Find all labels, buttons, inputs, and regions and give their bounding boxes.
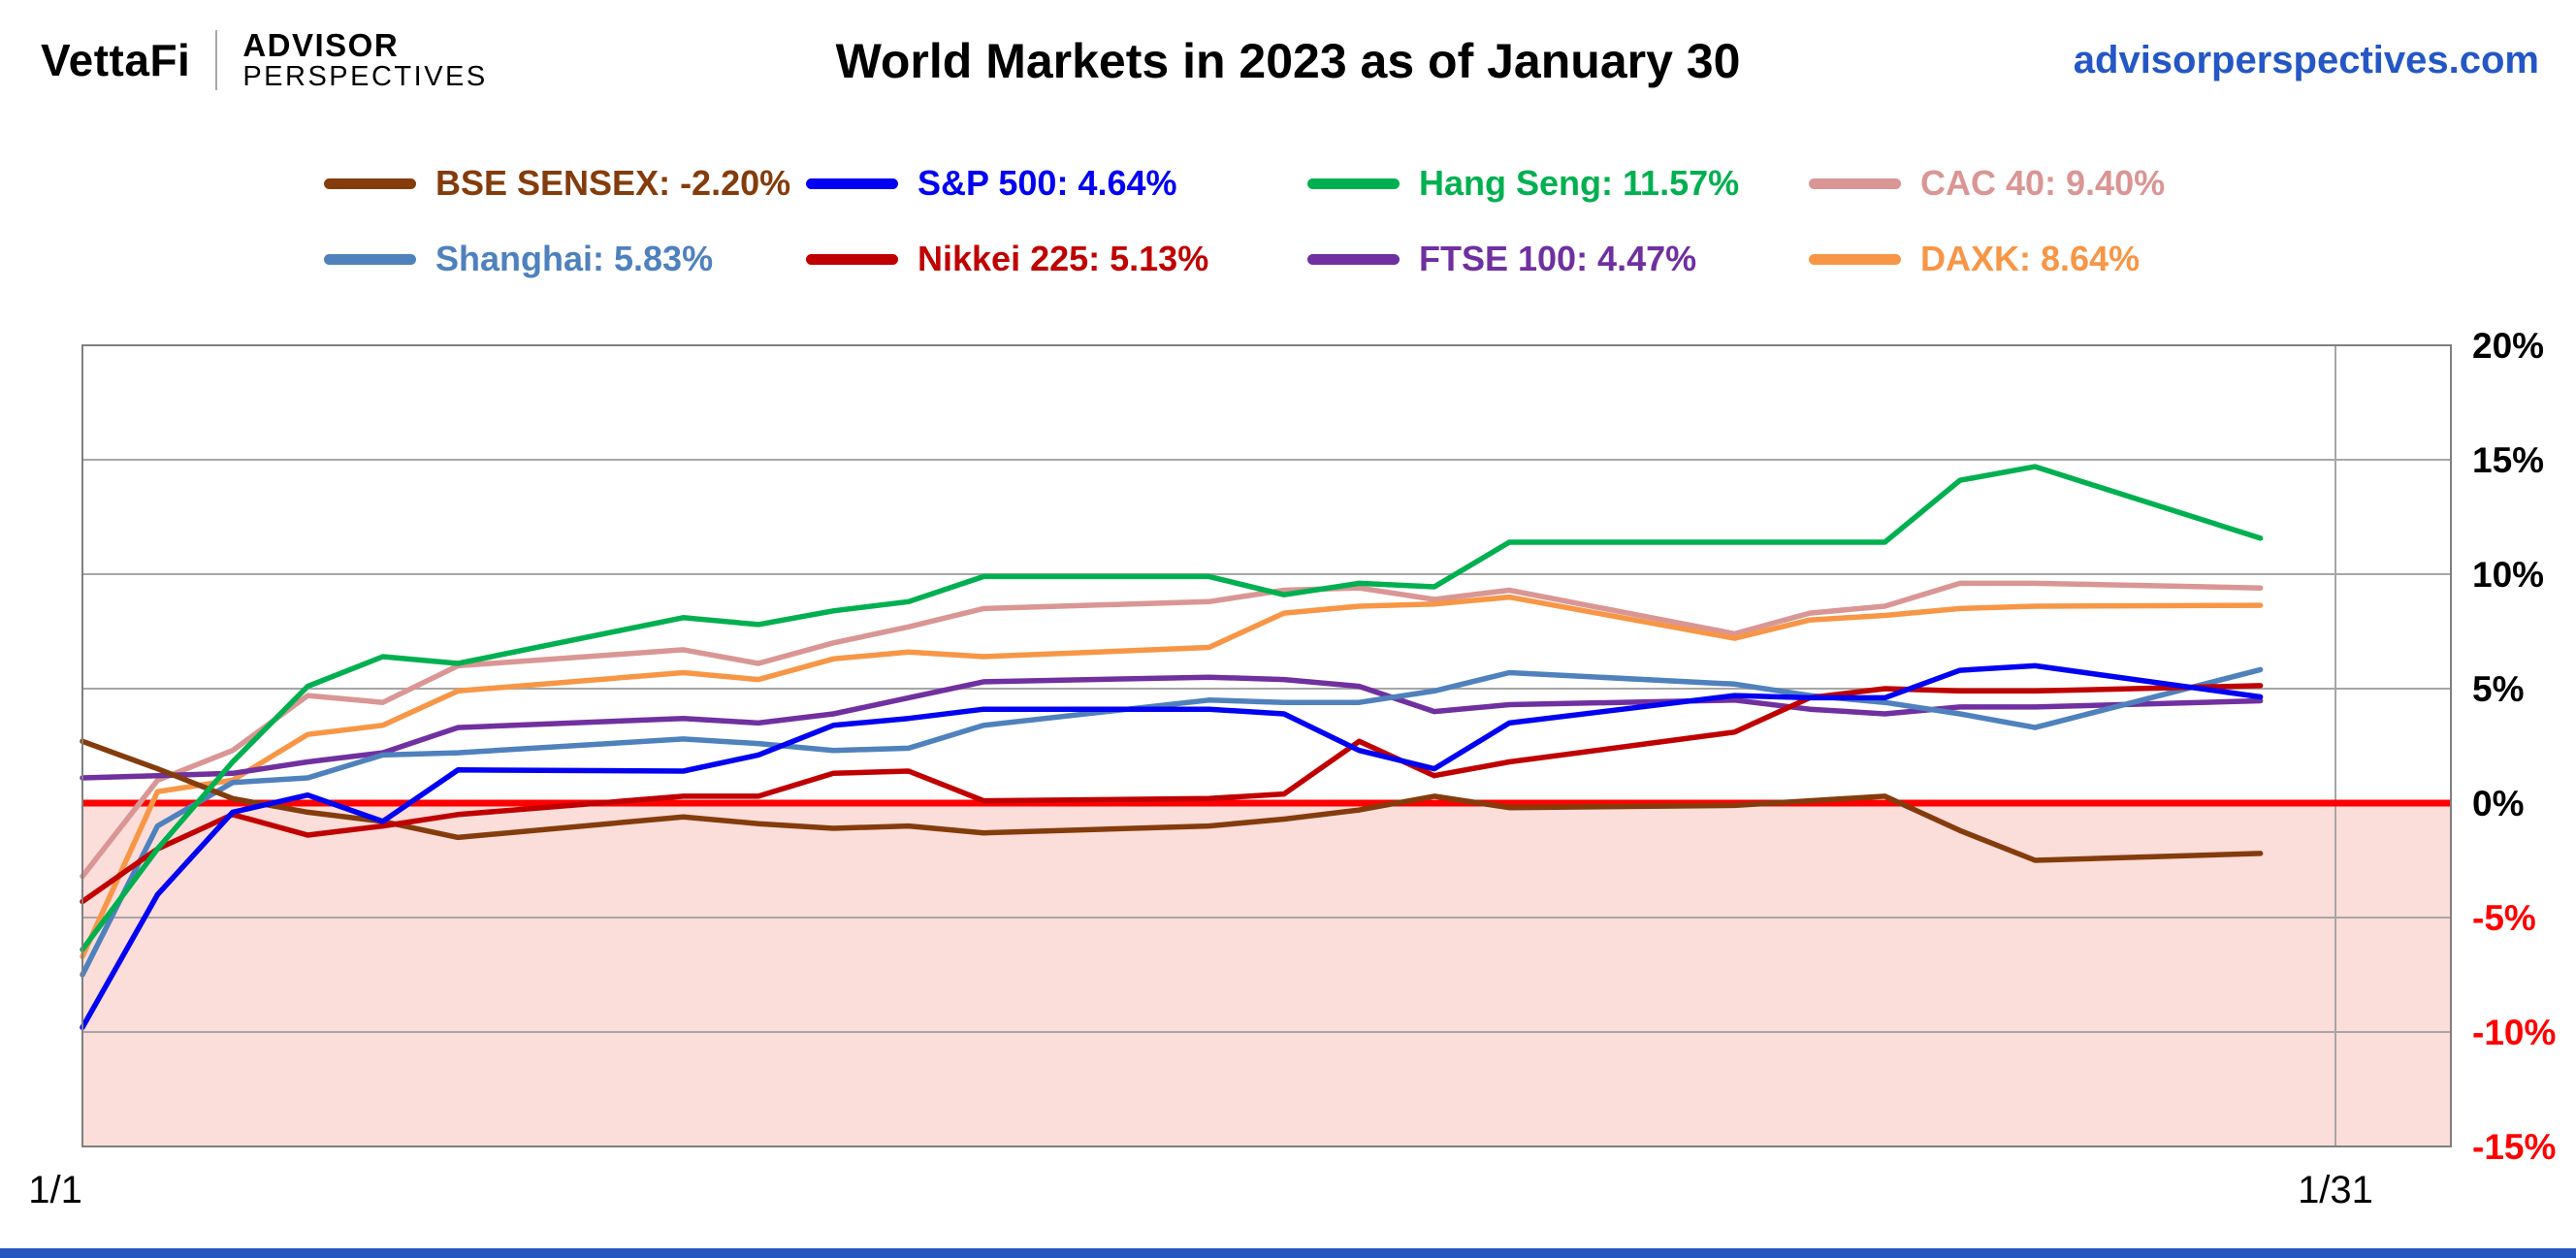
y-tick-label-5pct: 5% [2472, 669, 2524, 709]
series-line-s-p-500 [80, 662, 2264, 1031]
y-tick-label-15pct: 15% [2472, 440, 2544, 480]
legend-label: Nikkei 225: 5.13% [918, 239, 1209, 278]
brand-logos: VettaFi ADVISOR PERSPECTIVES [41, 27, 488, 92]
legend-label: S&P 500: 4.64% [918, 163, 1177, 203]
legend-item-cac-40: CAC 40: 9.40% [1809, 145, 2294, 221]
legend-swatch-cac-40 [1809, 177, 1901, 189]
legend-label: Shanghai: 5.83% [435, 239, 714, 278]
series-line-hang-seng [80, 464, 2264, 952]
y-tick-label--10pct: -10% [2472, 1013, 2556, 1052]
legend-item-shanghai: Shanghai: 5.83% [324, 221, 806, 297]
legend-label: DAXK: 8.64% [1920, 239, 2141, 278]
legend-swatch-ftse-100 [1307, 253, 1400, 265]
brand-divider [215, 30, 218, 91]
advisor-perspectives-logo: ADVISOR PERSPECTIVES [242, 27, 488, 92]
legend-label: FTSE 100: 4.47% [1419, 239, 1697, 278]
website-link[interactable]: advisorperspectives.com [2073, 39, 2539, 81]
series-line-nikkei-225 [80, 683, 2264, 905]
legend-item-ftse-100: FTSE 100: 4.47% [1307, 221, 1809, 297]
legend-item-daxk: DAXK: 8.64% [1809, 221, 2294, 297]
negative-region-fill [82, 803, 2451, 1146]
legend-swatch-daxk [1809, 253, 1901, 265]
y-tick-label--5pct: -5% [2472, 898, 2536, 938]
legend-item-nikkei-225: Nikkei 225: 5.13% [806, 221, 1307, 297]
legend-swatch-s-p-500 [806, 177, 898, 189]
plot-border [81, 344, 2452, 1147]
legend-item-s-p-500: S&P 500: 4.64% [806, 145, 1307, 221]
legend-item-bse-sensex: BSE SENSEX: -2.20% [324, 145, 806, 221]
y-tick-label-20pct: 20% [2472, 326, 2544, 366]
chart-legend: BSE SENSEX: -2.20% S&P 500: 4.64% Hang Sen… [324, 145, 2294, 297]
legend-swatch-bse-sensex [324, 177, 416, 189]
legend-swatch-hang-seng [1307, 177, 1400, 189]
legend-swatch-shanghai [324, 253, 416, 265]
legend-label: CAC 40: 9.40% [1920, 163, 2166, 203]
x-tick-label-1-31: 1/31 [2298, 1169, 2373, 1211]
advisor-logo-line2: PERSPECTIVES [242, 60, 488, 92]
advisor-logo-line1: ADVISOR [242, 27, 400, 63]
series-line-ftse-100 [80, 674, 2264, 781]
legend-item-hang-seng: Hang Seng: 11.57% [1307, 145, 1809, 221]
chart-title: World Markets in 2023 as of January 30 [835, 34, 1741, 88]
bottom-accent-bar [0, 1248, 2576, 1258]
legend-label: Hang Seng: 11.57% [1419, 163, 1740, 203]
vettafi-logo: VettaFi [41, 35, 191, 86]
line-chart: 20% 15% 10% 5% 0% -5% -10% -15% 1/1 1/31 [28, 326, 2556, 1211]
y-tick-label-10pct: 10% [2472, 555, 2544, 595]
legend-swatch-nikkei-225 [806, 253, 898, 265]
x-tick-label-1-1: 1/1 [28, 1169, 82, 1211]
y-tick-label-0pct: 0% [2472, 784, 2524, 823]
series-line-cac-40 [80, 580, 2264, 880]
y-tick-label--15pct: -15% [2472, 1127, 2556, 1167]
legend-label: BSE SENSEX: -2.20% [435, 163, 791, 203]
series-line-daxk [80, 594, 2264, 959]
series-line-bse-sensex [80, 738, 2264, 863]
